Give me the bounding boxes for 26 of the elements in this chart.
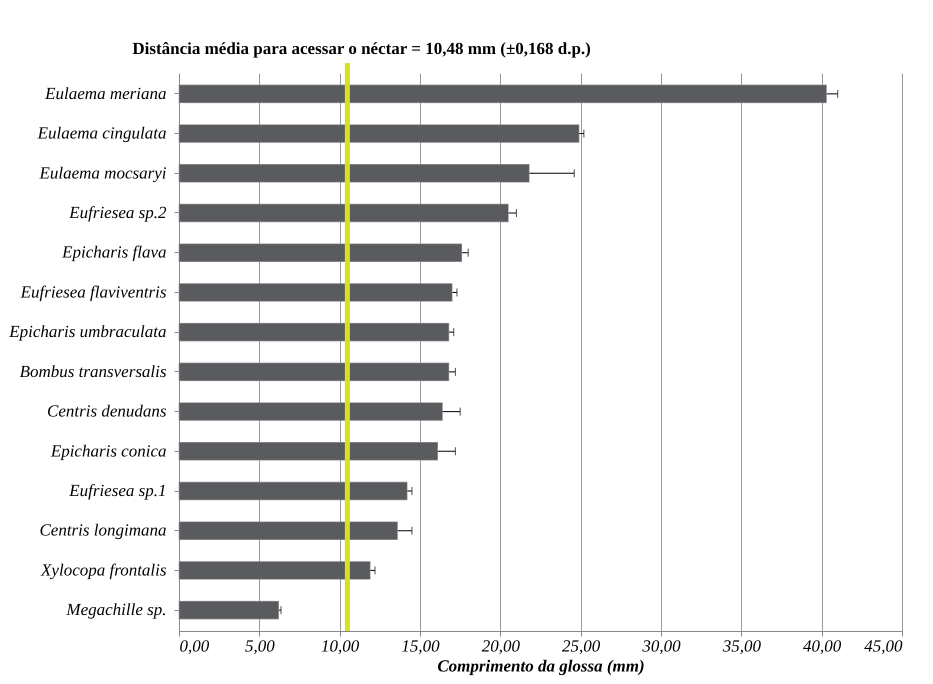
y-tick-label: Bombus transversalis	[20, 362, 167, 381]
y-tick-label: Epicharis flava	[61, 242, 166, 262]
x-tick-label: 25,00	[562, 636, 601, 656]
x-axis-title: Comprimento da glossa (mm)	[437, 656, 645, 676]
x-tick-label: 0,00	[180, 636, 210, 656]
y-tick-label: Eufriesea flaviventris	[20, 282, 167, 302]
y-tick-label: Epicharis umbraculata	[8, 322, 166, 342]
y-tick-label: Eulaema mocsaryi	[38, 163, 167, 182]
y-tick-label: Eulaema meriana	[44, 84, 166, 103]
y-tick-label: Centris denudans	[47, 402, 167, 421]
y-tick-label: Epicharis conica	[50, 441, 166, 460]
x-tick-label: 5,00	[244, 636, 276, 656]
x-tick-label: 45,00	[864, 636, 903, 656]
x-tick-label: 10,00	[321, 636, 360, 656]
y-tick-label: Eufriesea sp.1	[68, 481, 166, 500]
y-tick-label: Xylocopa frontalis	[40, 560, 167, 580]
x-tick-label: 15,00	[401, 636, 440, 656]
ref-line-label: Distância média para acessar o néctar = 10,48 mm (±0,168 d.p.)	[132, 39, 591, 58]
y-tick-label: Centris longimana	[39, 520, 166, 540]
y-tick-label: Eulaema cingulata	[36, 124, 166, 143]
y-tick-label: Eufriesea sp.2	[68, 202, 167, 222]
x-tick-label: 30,00	[641, 636, 682, 656]
x-tick-label: 35,00	[722, 636, 762, 656]
x-tick-label: 20,00	[482, 636, 520, 656]
x-tick-label: 40,00	[803, 636, 842, 656]
y-tick-label: Megachille sp.	[65, 600, 166, 620]
